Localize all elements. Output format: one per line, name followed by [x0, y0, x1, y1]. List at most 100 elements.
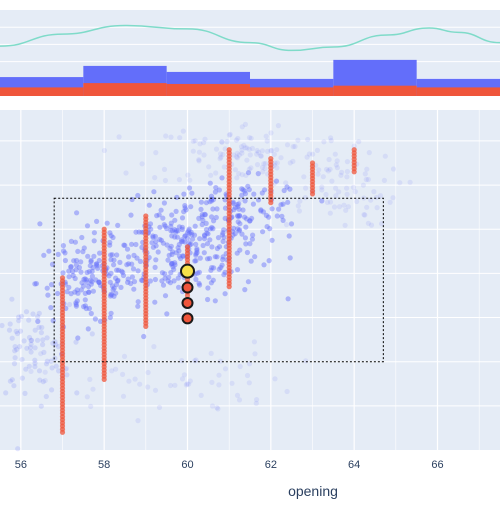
blue-data-point[interactable] [256, 149, 262, 155]
blue-data-point[interactable] [11, 361, 18, 367]
blue-data-point[interactable] [217, 156, 223, 162]
blue-data-point[interactable] [45, 292, 51, 298]
blue-data-point[interactable] [189, 236, 196, 242]
blue-data-point[interactable] [178, 255, 184, 262]
blue-data-point[interactable] [336, 189, 342, 195]
blue-data-point[interactable] [220, 256, 226, 263]
blue-data-point[interactable] [182, 239, 188, 245]
blue-data-point[interactable] [239, 192, 245, 198]
blue-data-point[interactable] [231, 207, 237, 213]
blue-data-point[interactable] [212, 189, 218, 195]
blue-data-point[interactable] [88, 259, 94, 265]
blue-data-point[interactable] [237, 363, 243, 370]
blue-data-point[interactable] [150, 244, 156, 250]
blue-data-point[interactable] [161, 166, 168, 172]
blue-data-point[interactable] [195, 270, 201, 276]
blue-data-point[interactable] [245, 183, 251, 189]
blue-data-point[interactable] [186, 230, 192, 236]
blue-data-point[interactable] [216, 266, 222, 272]
blue-data-point[interactable] [74, 298, 80, 304]
blue-data-point[interactable] [110, 287, 116, 293]
blue-data-point[interactable] [207, 226, 213, 232]
blue-data-point[interactable] [262, 165, 268, 172]
blue-data-point[interactable] [131, 286, 137, 292]
blue-data-point[interactable] [231, 152, 237, 158]
blue-data-point[interactable] [174, 194, 180, 200]
blue-data-point[interactable] [244, 372, 251, 379]
blue-data-point[interactable] [269, 206, 275, 212]
blue-data-point[interactable] [339, 169, 345, 175]
blue-data-point[interactable] [243, 172, 249, 178]
blue-data-point[interactable] [280, 217, 286, 223]
blue-data-point[interactable] [135, 303, 141, 309]
blue-data-point[interactable] [234, 155, 241, 161]
blue-data-point[interactable] [78, 259, 84, 265]
blue-data-point[interactable] [82, 297, 88, 303]
blue-data-point[interactable] [218, 154, 224, 160]
blue-data-point[interactable] [36, 310, 42, 316]
blue-data-point[interactable] [169, 228, 176, 234]
blue-data-point[interactable] [129, 261, 135, 267]
blue-data-point[interactable] [26, 363, 32, 369]
blue-data-point[interactable] [200, 217, 206, 223]
blue-data-point[interactable] [80, 283, 87, 289]
blue-data-point[interactable] [145, 384, 151, 390]
blue-data-point[interactable] [248, 165, 254, 171]
blue-data-point[interactable] [364, 166, 370, 172]
blue-data-point[interactable] [213, 170, 219, 176]
blue-data-point[interactable] [157, 236, 163, 243]
blue-data-point[interactable] [218, 264, 224, 271]
blue-data-point[interactable] [79, 280, 85, 286]
blue-data-point[interactable] [283, 180, 289, 186]
blue-data-point[interactable] [32, 357, 38, 363]
blue-data-point[interactable] [216, 382, 222, 388]
blue-data-point[interactable] [324, 166, 330, 172]
blue-data-point[interactable] [168, 243, 174, 249]
blue-data-point[interactable] [237, 213, 243, 219]
blue-data-point[interactable] [23, 309, 30, 315]
blue-data-point[interactable] [111, 262, 117, 268]
blue-data-point[interactable] [48, 305, 54, 311]
blue-data-point[interactable] [333, 185, 339, 191]
blue-data-point[interactable] [64, 289, 70, 295]
blue-data-point[interactable] [279, 213, 285, 219]
blue-data-point[interactable] [36, 368, 43, 374]
blue-data-point[interactable] [362, 212, 368, 218]
blue-data-point[interactable] [274, 213, 280, 219]
blue-data-point[interactable] [179, 224, 185, 230]
blue-data-point[interactable] [42, 377, 48, 384]
blue-data-point[interactable] [160, 282, 167, 288]
blue-data-point[interactable] [48, 358, 54, 364]
blue-data-point[interactable] [136, 229, 142, 235]
blue-data-point[interactable] [94, 263, 100, 269]
blue-data-point[interactable] [28, 368, 34, 374]
blue-data-point[interactable] [114, 267, 120, 273]
blue-data-point[interactable] [193, 251, 199, 257]
blue-data-point[interactable] [269, 147, 275, 153]
blue-data-point[interactable] [196, 215, 202, 221]
blue-data-point[interactable] [260, 229, 266, 235]
blue-data-point[interactable] [62, 250, 68, 256]
blue-data-point[interactable] [160, 215, 166, 221]
blue-data-point[interactable] [204, 230, 210, 236]
blue-data-point[interactable] [137, 381, 143, 387]
blue-data-point[interactable] [249, 215, 255, 221]
blue-data-point[interactable] [219, 139, 225, 145]
blue-data-point[interactable] [168, 223, 174, 230]
blue-data-point[interactable] [319, 184, 325, 190]
blue-data-point[interactable] [214, 206, 220, 212]
blue-data-point[interactable] [82, 290, 88, 296]
blue-data-point[interactable] [220, 254, 226, 260]
blue-data-point[interactable] [259, 164, 265, 170]
blue-data-point[interactable] [18, 313, 24, 319]
blue-data-point[interactable] [126, 378, 132, 384]
blue-data-point[interactable] [215, 235, 222, 241]
blue-data-point[interactable] [38, 351, 44, 357]
blue-data-point[interactable] [84, 269, 90, 276]
blue-data-point[interactable] [23, 366, 29, 372]
blue-data-point[interactable] [209, 265, 215, 271]
blue-data-point[interactable] [85, 326, 91, 332]
blue-data-point[interactable] [116, 267, 122, 273]
blue-data-point[interactable] [324, 199, 331, 205]
blue-data-point[interactable] [209, 244, 215, 250]
